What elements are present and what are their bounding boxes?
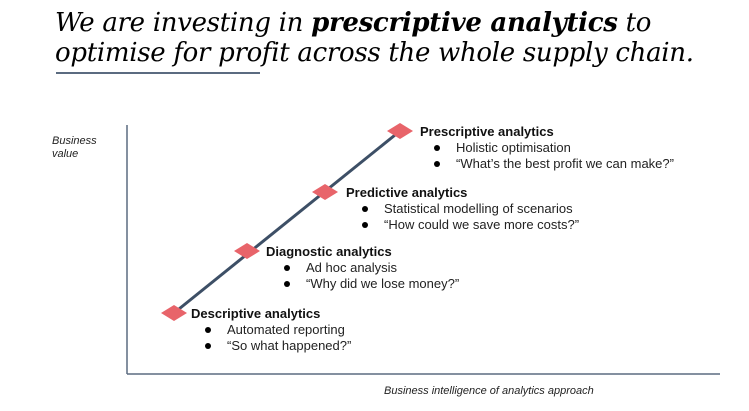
- bullet-text: Statistical modelling of scenarios: [384, 201, 573, 216]
- diamond-diagnostic-icon: [234, 243, 260, 259]
- bullet-text: “Why did we lose money?”: [306, 276, 460, 291]
- stage-title: Prescriptive analytics: [420, 124, 554, 139]
- bullet-dot-icon: [284, 281, 290, 287]
- slide-title: We are investing in prescriptive analyti…: [55, 8, 745, 68]
- title-text-bold: prescriptive analytics: [311, 8, 618, 38]
- y-axis-label: Business value: [52, 135, 97, 160]
- bullet-dot-icon: [284, 265, 290, 271]
- bullet-text: “So what happened?”: [227, 338, 352, 353]
- title-text-pre: We are investing in: [55, 8, 312, 38]
- x-axis-label: Business intelligence of analytics appro…: [384, 385, 594, 397]
- bullet-item: Automated reporting: [201, 322, 351, 338]
- bullet-dot-icon: [205, 343, 211, 349]
- bullet-text: Ad hoc analysis: [306, 260, 398, 275]
- bullet-dot-icon: [434, 145, 440, 151]
- stage-title: Descriptive analytics: [191, 306, 321, 321]
- diamond-prescriptive-icon: [387, 123, 413, 139]
- bullet-item: “So what happened?”: [201, 338, 351, 354]
- stage-prescriptive: Prescriptive analytics Holistic optimisa…: [420, 124, 674, 172]
- bullet-text: “What’s the best profit we can make?”: [456, 156, 674, 171]
- bullet-dot-icon: [434, 161, 440, 167]
- trend-line: [173, 129, 401, 315]
- bullet-dot-icon: [362, 222, 368, 228]
- bullet-item: “What’s the best profit we can make?”: [430, 156, 674, 172]
- bullet-text: “How could we save more costs?”: [384, 217, 580, 232]
- bullet-dot-icon: [362, 206, 368, 212]
- bullet-dot-icon: [205, 327, 211, 333]
- bullet-item: “How could we save more costs?”: [358, 217, 579, 233]
- title-underline: [56, 72, 260, 74]
- bullet-item: Ad hoc analysis: [280, 260, 459, 276]
- bullet-text: Automated reporting: [227, 322, 345, 337]
- stage-title: Predictive analytics: [346, 185, 468, 200]
- stage-predictive: Predictive analytics Statistical modelli…: [346, 185, 579, 233]
- bullet-item: Statistical modelling of scenarios: [358, 201, 579, 217]
- diamond-predictive-icon: [312, 184, 338, 200]
- stage-descriptive: Descriptive analytics Automated reportin…: [191, 306, 351, 354]
- bullet-text: Holistic optimisation: [456, 140, 571, 155]
- title-text-post: to optimise for profit across the whole …: [55, 8, 694, 68]
- diamond-descriptive-icon: [161, 305, 187, 321]
- stage-title: Diagnostic analytics: [266, 244, 392, 259]
- bullet-item: Holistic optimisation: [430, 140, 674, 156]
- bullet-item: “Why did we lose money?”: [280, 276, 459, 292]
- stage-diagnostic: Diagnostic analytics Ad hoc analysis “Wh…: [266, 244, 459, 292]
